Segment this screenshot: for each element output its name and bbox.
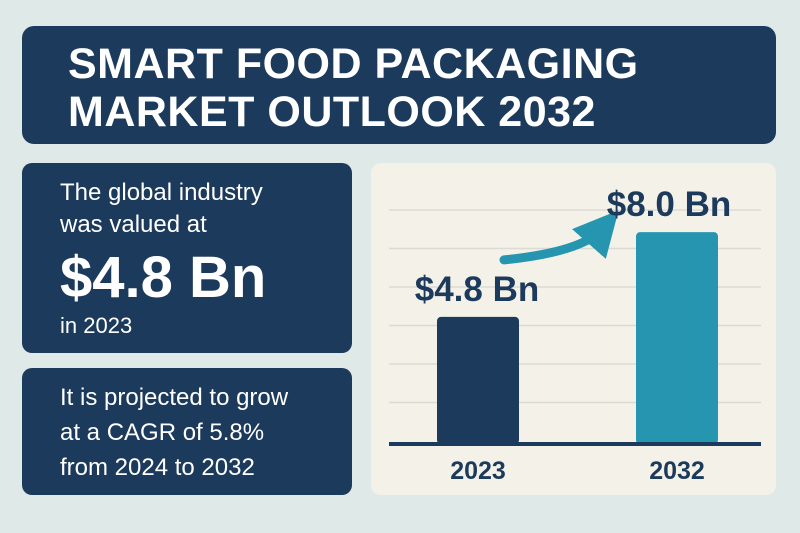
projection-card: It is projected to grow at a CAGR of 5.8… — [22, 368, 352, 495]
bar-2032 — [636, 232, 718, 444]
projection-text-line-1: It is projected to grow — [60, 384, 289, 411]
x-tick-labels: 2023 2032 — [450, 457, 705, 485]
valuation-card: The global industry was valued at $4.8 B… — [22, 163, 352, 353]
title-banner: SMART FOOD PACKAGING MARKET OUTLOOK 2032 — [22, 26, 776, 144]
valuation-year: in 2023 — [60, 313, 133, 338]
bars — [437, 232, 718, 444]
valuation-text-line-2: was valued at — [60, 211, 207, 238]
valuation-value: $4.8 Bn — [60, 245, 267, 310]
data-label-2032: $8.0 Bn — [607, 185, 732, 224]
x-tick-label-2023: 2023 — [450, 457, 506, 485]
data-labels: $4.8 Bn $8.0 Bn — [415, 185, 732, 309]
growth-arrow-icon — [499, 210, 619, 265]
data-label-2023: $4.8 Bn — [415, 270, 540, 309]
projection-text-line-3: from 2024 to 2032 — [60, 454, 255, 481]
x-tick-label-2032: 2032 — [649, 457, 705, 485]
page-title-line-2: MARKET OUTLOOK 2032 — [68, 88, 596, 136]
valuation-text-line-1: The global industry — [60, 179, 263, 206]
page-title-line-1: SMART FOOD PACKAGING — [68, 40, 639, 88]
projection-text-line-2: at a CAGR of 5.8% — [60, 419, 265, 446]
bar-2023 — [437, 316, 519, 444]
chart-panel: $4.8 Bn $8.0 Bn 2023 2032 — [371, 163, 776, 495]
bar-chart: $4.8 Bn $8.0 Bn 2023 2032 — [389, 185, 761, 485]
